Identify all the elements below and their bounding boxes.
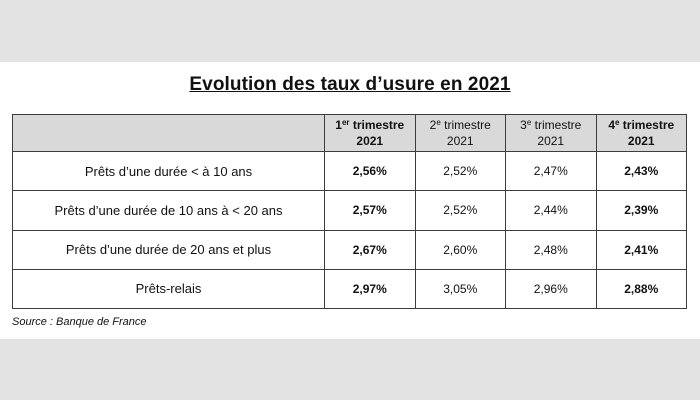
header-year: 2021: [356, 134, 384, 148]
row-label: Prêts-relais: [12, 268, 325, 310]
header-q4: 4e trimestre 2021: [595, 114, 687, 152]
table-header-row: 1er trimestre 2021 2e trimestre 2021 3e …: [12, 114, 687, 152]
header-ordinal: 3: [520, 118, 527, 132]
header-label: trimestre: [440, 118, 491, 132]
header-label: trimestre: [619, 118, 675, 132]
header-ordinal-suffix: e: [615, 118, 620, 127]
header-q3: 3e trimestre 2021: [505, 114, 597, 152]
header-ordinal-suffix: er: [341, 118, 350, 127]
table-row: Prêts d’une durée de 20 ans et plus 2,67…: [12, 229, 687, 270]
usury-rate-table: 1er trimestre 2021 2e trimestre 2021 3e …: [12, 114, 687, 310]
rate-cell-q3: 2,47%: [505, 150, 597, 192]
header-year: 2021: [627, 134, 655, 148]
header-ordinal: 2: [429, 118, 437, 132]
header-ordinal: 4: [608, 118, 616, 132]
rate-cell-q4: 2,88%: [595, 268, 687, 310]
rate-cell-q4: 2,41%: [595, 229, 687, 270]
table-row: Prêts d’une durée de 10 ans à < 20 ans 2…: [12, 190, 687, 231]
rate-cell-q4: 2,43%: [595, 150, 687, 192]
header-ordinal-suffix: e: [436, 118, 441, 127]
rate-cell-q2: 2,60%: [414, 229, 506, 270]
rate-cell-q3: 2,96%: [505, 268, 597, 310]
header-year: 2021: [446, 134, 474, 148]
rate-cell-q3: 2,48%: [505, 229, 597, 270]
source-note: Source : Banque de France: [12, 316, 147, 328]
rate-cell-q1: 2,97%: [324, 268, 416, 310]
header-year: 2021: [537, 134, 565, 148]
header-label: trimestre: [531, 118, 582, 132]
rate-cell-q1: 2,57%: [324, 190, 416, 231]
header-ordinal: 1: [335, 118, 342, 132]
rate-cell-q2: 3,05%: [414, 268, 506, 310]
rate-cell-q2: 2,52%: [414, 190, 506, 231]
content-panel: Evolution des taux d’usure en 2021 1er t…: [0, 62, 700, 339]
row-label: Prêts d’une durée de 20 ans et plus: [12, 229, 325, 270]
header-label: trimestre: [349, 118, 405, 132]
page-title: Evolution des taux d’usure en 2021: [189, 74, 511, 95]
header-ordinal-suffix: e: [526, 118, 532, 127]
table-row: Prêts d’une durée < à 10 ans 2,56% 2,52%…: [12, 150, 687, 192]
table-row: Prêts-relais 2,97% 3,05% 2,96% 2,88%: [12, 268, 687, 310]
rate-cell-q1: 2,56%: [324, 150, 416, 192]
header-corner-cell: [12, 114, 325, 152]
row-label: Prêts d’une durée < à 10 ans: [12, 150, 325, 192]
rate-cell-q4: 2,39%: [595, 190, 687, 231]
rate-cell-q3: 2,44%: [505, 190, 597, 231]
header-q1: 1er trimestre 2021: [324, 114, 416, 152]
rate-cell-q1: 2,67%: [324, 229, 416, 270]
header-q2: 2e trimestre 2021: [414, 114, 506, 152]
row-label: Prêts d’une durée de 10 ans à < 20 ans: [12, 190, 325, 231]
rate-cell-q2: 2,52%: [414, 150, 506, 192]
